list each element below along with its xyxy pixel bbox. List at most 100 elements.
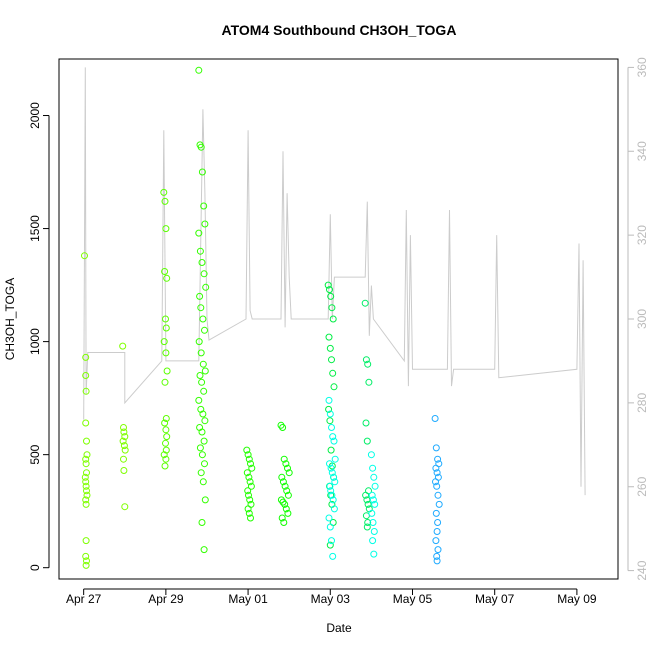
data-point [201,417,209,425]
chart-title: ATOM4 Southbound CH3OH_TOGA [222,22,457,38]
data-point [432,478,439,486]
y-tick-label: 500 [28,444,42,464]
y-axis: 0 500 1000 1500 2000 [28,102,50,571]
data-point [196,292,204,300]
data-point [362,356,370,364]
data-point [160,451,168,459]
data-point [329,496,337,504]
data-point [163,433,171,441]
data-point [433,557,441,565]
data-point [280,519,288,526]
x-axis-label: Date [326,621,352,635]
data-point [367,451,375,459]
y2-tick-label: 300 [635,309,649,329]
data-point [195,396,203,404]
data-point [370,473,378,481]
data-point [81,473,89,481]
data-point [82,460,90,468]
data-point [199,410,207,418]
data-point [280,455,288,463]
data-point [371,500,379,508]
data-point [433,469,441,477]
data-point [327,446,335,454]
data-point [434,546,442,554]
data-point [82,500,90,508]
data-point [82,496,90,504]
y-tick-label: 1000 [28,328,42,355]
data-point [198,378,206,386]
data-point [329,315,337,323]
data-point [196,444,204,452]
data-point [369,496,377,504]
data-point [201,367,209,375]
data-point [330,473,338,481]
data-point [369,537,377,545]
data-point [325,396,333,404]
data-point [82,419,90,427]
data-point [162,426,170,434]
data-point [282,505,290,513]
x-tick-label: May 05 [393,592,433,606]
data-point [328,304,336,312]
data-point [281,500,289,508]
data-point [121,446,129,454]
data-point [200,202,208,210]
data-point [244,487,252,495]
y2-tick-label: 340 [635,141,649,161]
data-point [200,437,208,445]
data-point [326,286,333,294]
data-point [431,415,439,422]
data-point [160,338,168,346]
data-point [326,410,334,418]
data-point [435,500,443,508]
data-point [83,437,90,445]
data-point [245,509,253,517]
data-point [328,491,336,499]
data-point [434,491,442,499]
data-point [279,424,287,431]
x-tick-label: May 07 [475,592,515,606]
data-point [364,519,372,526]
data-point [199,360,207,368]
data-point [363,523,371,531]
data-point [247,482,255,490]
data-point [82,482,90,490]
data-point [160,188,168,196]
data-point [370,528,378,535]
data-point [248,464,256,472]
y2-tick-label: 280 [635,393,649,413]
data-point [120,424,127,431]
data-point [329,552,337,560]
data-point [82,552,90,560]
x-tick-label: May 01 [228,592,268,606]
data-point [247,514,254,522]
y2-axis: 240 260 280 300 320 340 360 [627,57,649,581]
data-point [329,433,337,441]
data-point [197,349,205,357]
data-point [83,469,90,477]
data-point [331,455,339,463]
data-point [198,259,206,266]
data-point [83,451,91,459]
altitude-line-layer [83,67,586,496]
data-point [163,367,171,375]
data-point [327,487,335,495]
data-point [82,387,90,395]
x-tick-label: Apr 29 [148,592,184,606]
data-points-layer [81,66,443,569]
data-point [198,428,206,436]
data-point [326,344,334,352]
data-point [195,66,203,74]
data-point [277,496,285,504]
data-point [279,478,287,486]
data-point [369,464,377,472]
y2-tick-label: 260 [635,476,649,496]
data-point [196,247,204,255]
data-point [328,424,335,431]
data-point [83,557,90,565]
data-point [328,356,335,364]
data-point [121,433,129,441]
data-point [432,537,440,545]
data-point [326,541,334,549]
